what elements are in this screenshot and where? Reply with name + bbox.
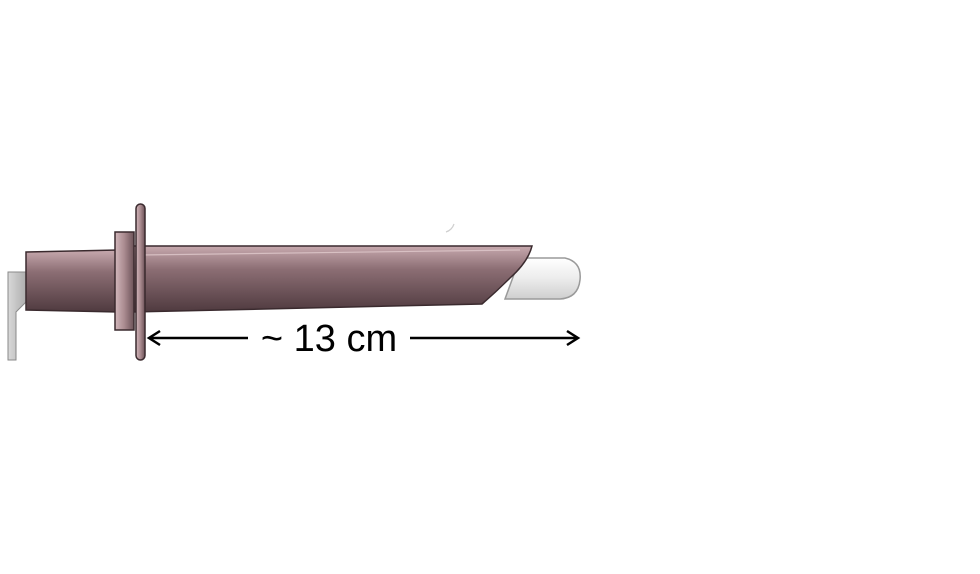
measurement-label: ~ 13 cm bbox=[261, 318, 397, 360]
barrel-collar bbox=[114, 231, 135, 331]
barrel-highlight bbox=[139, 249, 521, 256]
faint-mark bbox=[445, 223, 455, 233]
arrowhead-left bbox=[146, 329, 161, 347]
speculum-barrel bbox=[131, 245, 533, 313]
rear-shaft bbox=[25, 249, 119, 313]
handle-shape bbox=[7, 271, 29, 361]
arrowhead-right bbox=[566, 329, 581, 347]
obturator-tip bbox=[503, 257, 581, 300]
flange-ring bbox=[135, 203, 146, 361]
